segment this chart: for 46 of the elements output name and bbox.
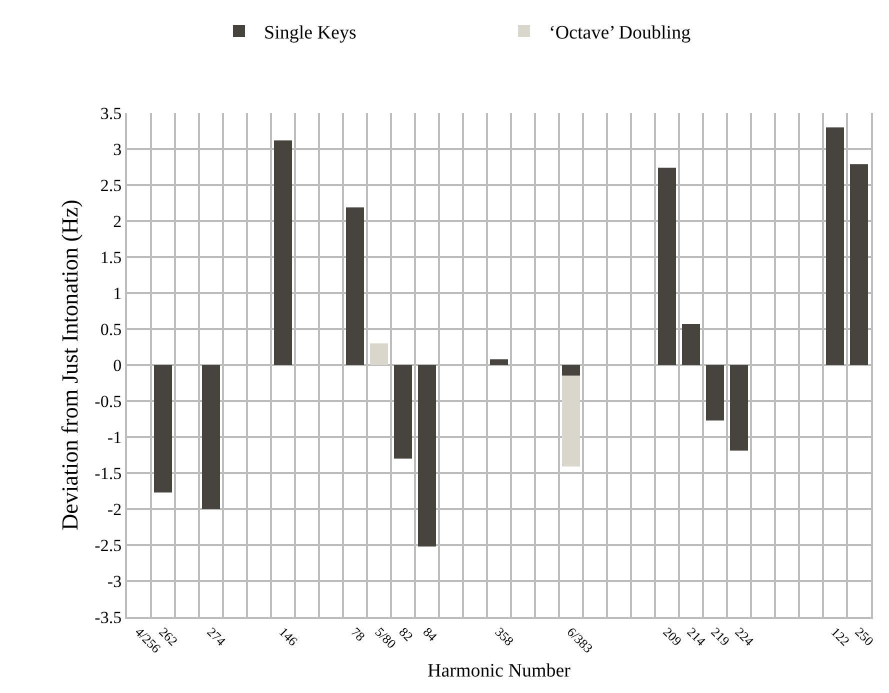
y-tick-label: -2 — [107, 500, 122, 519]
bar — [826, 127, 844, 365]
x-tick-label: 122 — [828, 624, 853, 649]
y-tick-label: 3 — [113, 140, 122, 159]
bar — [562, 376, 580, 467]
y-tick-label: 2 — [113, 212, 122, 231]
y-tick-label: -3.5 — [94, 608, 122, 627]
bar — [202, 365, 220, 509]
y-tick-label: -0.5 — [94, 392, 122, 411]
bar — [730, 365, 748, 451]
bar — [562, 365, 580, 376]
x-tick-label: 219 — [708, 624, 733, 649]
bar — [274, 140, 292, 365]
y-tick-label: 1 — [113, 284, 122, 303]
bar — [154, 365, 172, 492]
x-tick-label: 274 — [204, 624, 230, 649]
legend-label: ‘Octave’ Doubling — [549, 22, 692, 44]
x-tick-label: 250 — [852, 624, 877, 649]
x-tick-label: 214 — [684, 624, 710, 649]
x-tick-label: 358 — [492, 624, 517, 649]
y-tick-label: 1.5 — [100, 248, 122, 267]
x-tick-label: 78 — [348, 624, 368, 644]
y-axis-title: Deviation from Just Intonation (Hz) — [58, 200, 83, 530]
x-axis-title: Harmonic Number — [428, 660, 572, 682]
x-tick-label: 84 — [420, 624, 440, 644]
y-tick-label: 0 — [113, 356, 122, 375]
y-tick-label: -2.5 — [94, 536, 122, 555]
bar — [850, 164, 868, 365]
bar — [706, 365, 724, 420]
y-tick-label: 0.5 — [100, 320, 122, 339]
y-tick-label: -3 — [107, 572, 122, 591]
x-tick-label: 209 — [660, 624, 685, 649]
y-tick-label: 2.5 — [100, 176, 122, 195]
y-tick-label: -1.5 — [94, 464, 122, 483]
bar — [418, 365, 436, 546]
y-tick-label: -1 — [107, 428, 122, 447]
y-tick-label: 3.5 — [100, 104, 122, 123]
bar — [490, 359, 508, 365]
x-tick-label: 146 — [276, 624, 302, 649]
x-tick-label: 224 — [732, 624, 758, 649]
bar — [394, 365, 412, 459]
bar — [658, 168, 676, 365]
legend-label: Single Keys — [264, 22, 356, 44]
bar — [346, 207, 364, 365]
bar — [370, 343, 388, 365]
bar — [682, 324, 700, 365]
